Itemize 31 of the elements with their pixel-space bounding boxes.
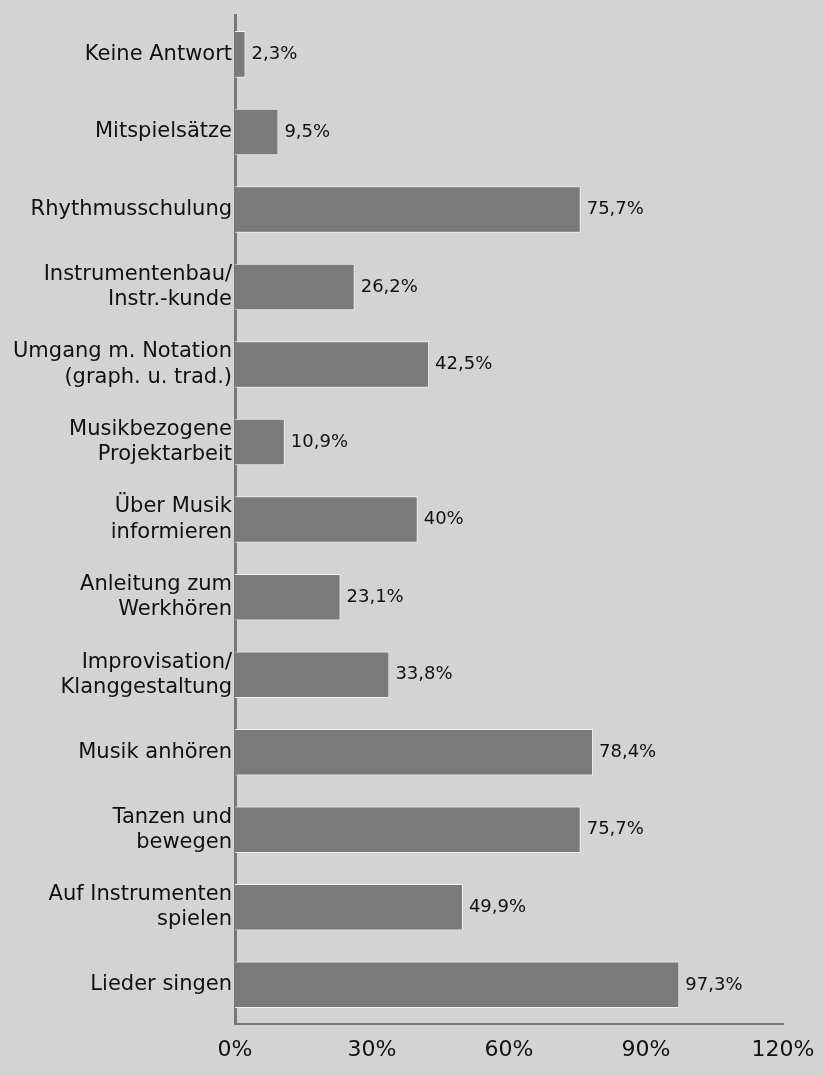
x-tick-label: 0%: [217, 1035, 253, 1061]
y-tick-label: Keine Antwort: [84, 40, 233, 65]
data-label: 78,4%: [599, 739, 657, 761]
y-tick-label: Musik anhören: [78, 738, 233, 763]
y-tick-label: Anleitung zum Werkhören: [80, 570, 233, 621]
y-tick-label: Instrumentenbau/ Instr.-kunde: [43, 260, 233, 311]
data-label: 10,9%: [290, 429, 348, 451]
x-tick-label: 60%: [484, 1035, 534, 1061]
data-label: 75,7%: [586, 817, 644, 839]
x-tick-label: 90%: [621, 1035, 671, 1061]
y-tick-label: Musikbezogene Projektarbeit: [69, 415, 233, 466]
x-tick-label: 120%: [751, 1035, 815, 1061]
data-label: 23,1%: [346, 584, 404, 606]
y-tick-label: Improvisation/ Klanggestaltung: [60, 648, 233, 698]
y-tick-label: Rhythmusschulung: [30, 195, 233, 220]
x-tick-label: 30%: [347, 1035, 397, 1061]
y-tick-label: Umgang m. Notation (graph. u. trad.): [12, 338, 233, 388]
data-label: 26,2%: [360, 274, 418, 296]
y-tick-label: Tanzen und bewegen: [111, 803, 233, 853]
y-tick-label: Lieder singen: [90, 971, 233, 996]
y-tick-label: Auf Instrumenten spielen: [48, 881, 233, 931]
data-label: 40%: [423, 507, 464, 529]
data-label: 97,3%: [685, 972, 743, 994]
data-label: 2,3%: [251, 42, 298, 64]
data-label: 49,9%: [468, 894, 527, 916]
data-label: 9,5%: [284, 119, 331, 141]
y-tick-label: Mitspielsätze: [94, 118, 233, 143]
data-label: 33,8%: [395, 662, 453, 684]
data-label: 75,7%: [586, 197, 644, 219]
y-tick-label: Über Musik informieren: [110, 492, 233, 543]
data-label: 42,5%: [435, 352, 493, 374]
